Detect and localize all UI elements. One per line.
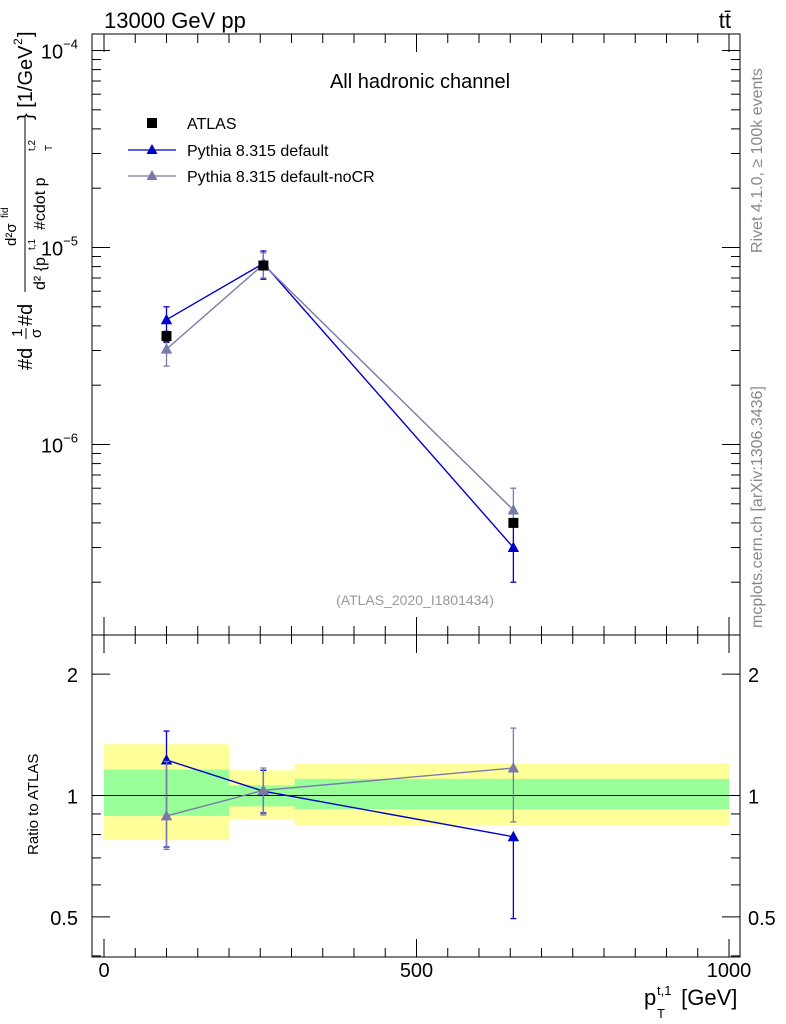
legend: ATLAS Pythia 8.315 default Pythia 8.315 … xyxy=(128,116,375,186)
main-pythia-nocr-line xyxy=(166,263,514,511)
legend-item-pythia-nocr: Pythia 8.315 default-noCR xyxy=(128,169,375,186)
header-right: tt̄ xyxy=(719,8,731,33)
ratio-band-inner xyxy=(294,778,729,810)
ylabel-frac2-num: d²σ xyxy=(3,223,20,246)
main-pythia-default-point xyxy=(507,541,520,553)
ratio-y-tick-label-right: 2 xyxy=(748,665,759,687)
main-y-tick-exp: −6 xyxy=(63,431,78,446)
main-atlas-point xyxy=(161,331,172,342)
x-axis-label: p t,1 T [GeV] xyxy=(644,983,737,1021)
main-y-tick-label: 10−6 xyxy=(41,431,78,458)
ratio-y-axis-label: Ratio to ATLAS xyxy=(25,754,42,855)
main-y-tick-base: 10 xyxy=(41,239,63,261)
ratio-pythia-default-point xyxy=(507,830,520,842)
ylabel-hash-d-2: #d xyxy=(15,304,37,326)
legend-marker-triangle-default xyxy=(146,144,158,154)
x-tick-label: 500 xyxy=(400,960,433,982)
main-y-axis-label: #d 1 σ #d d²σ fid d² {p t,1 #cdot p t,2 … xyxy=(0,31,55,370)
main-pythia-default-point xyxy=(160,313,173,325)
ratio-pythia-nocr-point xyxy=(507,762,520,773)
ylabel-frac2-den-rest: #cdot p xyxy=(32,177,49,230)
rivet-label: Rivet 4.1.0, ≥ 100k events xyxy=(749,68,766,253)
analysis-label: (ATLAS_2020_I1801434) xyxy=(336,592,494,608)
ratio-series xyxy=(160,727,520,920)
ylabel-frac2-den-sub: T xyxy=(44,145,55,151)
main-series xyxy=(160,250,520,583)
legend-label-pythia-default: Pythia 8.315 default xyxy=(187,143,329,160)
ylabel-frac2-den: d² {p xyxy=(32,257,49,290)
legend-label-pythia-nocr: Pythia 8.315 default-noCR xyxy=(187,169,375,186)
x-tick-label: 1000 xyxy=(707,960,752,982)
ylabel-tail: } [1/GeV xyxy=(15,45,37,120)
main-y-tick-exp: −4 xyxy=(63,37,78,52)
ratio-y-tick-label: 2 xyxy=(67,665,78,687)
chart-title: All hadronic channel xyxy=(330,71,510,93)
main-atlas-point xyxy=(258,260,269,271)
legend-item-pythia-default: Pythia 8.315 default xyxy=(128,143,329,160)
legend-label-atlas: ATLAS xyxy=(187,116,237,133)
legend-marker-square xyxy=(147,118,157,128)
main-y-tick-label: 10−5 xyxy=(41,234,78,261)
x-tick-label: 0 xyxy=(98,960,109,982)
ylabel-hash-d-1: #d xyxy=(15,348,37,370)
ratio-y-tick-label-right: 0.5 xyxy=(748,908,776,930)
ylabel-frac2-num-sup: fid xyxy=(0,207,11,218)
xlabel-unit: [GeV] xyxy=(675,985,737,1010)
ratio-x-ticks: 0 500 1000 xyxy=(98,635,751,982)
ylabel-frac1-num: 1 xyxy=(9,329,26,337)
mcplots-label: mcplots.cern.ch [arXiv:1306.3436] xyxy=(749,386,766,628)
main-pythia-nocr-point xyxy=(507,504,520,515)
main-y-ticks: 10−410−510−6 xyxy=(41,37,740,583)
ratio-y-tick-label: 1 xyxy=(67,787,78,809)
xlabel-base: p xyxy=(644,985,656,1010)
ylabel-frac2-den-sup: t,1 xyxy=(27,238,38,250)
main-atlas-point xyxy=(508,517,519,528)
main-pythia-default-line xyxy=(166,262,514,548)
ratio-y-tick-label: 0.5 xyxy=(50,908,78,930)
main-panel: 10−410−510−6 All hadronic channel (ATLAS… xyxy=(41,33,741,636)
legend-item-atlas: ATLAS xyxy=(147,116,237,133)
main-y-tick-label: 10−4 xyxy=(41,37,78,64)
xlabel-sup: t,1 xyxy=(657,983,671,998)
xlabel-sub: T xyxy=(657,1006,665,1021)
ylabel-frac1-den: σ xyxy=(28,328,45,338)
ratio-pythia-nocr-point xyxy=(160,809,173,821)
ylabel-frac2-den-sup2: t,2 xyxy=(27,139,38,151)
main-y-tick-base: 10 xyxy=(41,436,63,458)
ratio-panel: 2 2 1 1 0.5 0.5 0 500 1000 Ratio to ATLAS xyxy=(25,634,776,982)
main-y-tick-base: 10 xyxy=(41,42,63,64)
ratio-bands xyxy=(104,744,729,841)
header-left: 13000 GeV pp xyxy=(104,8,246,33)
ratio-y-tick-label-right: 1 xyxy=(748,787,759,809)
ylabel-tail-sup: 2 xyxy=(11,38,25,45)
main-x-ticks xyxy=(103,34,730,635)
ylabel-tail-end: ] xyxy=(15,31,37,37)
ratio-pythia-nocr-point xyxy=(257,784,270,795)
ratio-y-ticks: 2 2 1 1 0.5 0.5 xyxy=(50,665,776,957)
main-pythia-nocr-point xyxy=(160,343,173,354)
main-y-tick-exp: −5 xyxy=(63,234,78,249)
legend-marker-triangle-nocr xyxy=(146,170,158,180)
